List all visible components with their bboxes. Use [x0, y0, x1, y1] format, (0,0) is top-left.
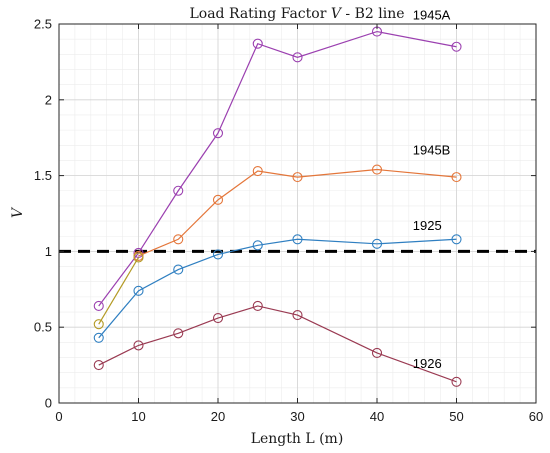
x-tick-label: 10 — [131, 409, 145, 424]
data-point — [93, 360, 104, 371]
data-point — [133, 285, 144, 296]
data-point — [173, 185, 184, 196]
y-tick-label: 2.5 — [34, 17, 52, 32]
x-tick-label: 20 — [211, 409, 225, 424]
data-point — [93, 319, 104, 330]
series-1925: 1925 — [93, 218, 462, 343]
x-tick-label: 50 — [449, 409, 463, 424]
data-point — [212, 313, 224, 324]
data-point — [451, 376, 462, 387]
series-line — [98, 257, 140, 325]
y-tick-label: 1 — [45, 244, 52, 259]
major-grid — [58, 23, 537, 404]
data-point — [451, 234, 462, 245]
x-tick-label: 30 — [290, 409, 304, 424]
data-point — [451, 41, 462, 52]
data-point — [292, 172, 303, 183]
series-line — [98, 30, 457, 307]
x-tick-label: 60 — [529, 409, 543, 424]
data-point — [212, 194, 224, 205]
data-point — [292, 310, 303, 321]
series-series-2 — [93, 252, 144, 330]
data-point — [451, 172, 462, 183]
y-tick-label: 0.5 — [34, 320, 52, 335]
data-point — [173, 234, 184, 245]
x-axis-label: Length L (m) — [251, 431, 344, 447]
y-axis: 0 0.5 1 1.5 2 2.5 — [34, 17, 536, 411]
data-point — [292, 52, 303, 63]
series-layer: 1945A 1945B 1925 1926 — [93, 7, 462, 387]
series-line — [138, 168, 457, 257]
data-point — [371, 347, 383, 359]
data-point — [133, 340, 144, 351]
series-line — [98, 305, 457, 383]
series-label: 1945A — [413, 7, 451, 22]
data-point — [292, 234, 303, 245]
series-1945a: 1945A — [93, 7, 462, 312]
x-tick-label: 0 — [55, 409, 62, 424]
chart-title: Load Rating Factor V - B2 line — [189, 6, 404, 22]
data-point — [133, 252, 144, 263]
x-axis: 0 10 20 30 40 50 60 — [55, 24, 543, 424]
data-point — [173, 264, 184, 275]
data-point — [252, 300, 263, 312]
data-point — [252, 166, 263, 177]
data-point — [212, 128, 224, 139]
data-point — [212, 249, 224, 260]
series-label: 1945B — [413, 142, 451, 157]
data-point — [371, 238, 383, 249]
data-point — [252, 38, 263, 49]
series-1945b: 1945B — [133, 142, 462, 261]
y-axis-label: V — [10, 206, 26, 218]
series-line — [98, 238, 457, 339]
series-label: 1926 — [413, 356, 442, 371]
x-tick-label: 40 — [370, 409, 384, 424]
data-point — [173, 328, 184, 339]
data-point — [252, 240, 263, 251]
data-point — [133, 247, 144, 258]
data-point — [371, 164, 383, 175]
data-point — [93, 300, 104, 312]
y-tick-label: 2 — [45, 92, 52, 107]
series-label: 1925 — [413, 218, 442, 233]
y-tick-label: 0 — [45, 396, 52, 411]
data-point — [93, 332, 104, 343]
y-tick-label: 1.5 — [34, 168, 52, 183]
series-1926: 1926 — [93, 300, 462, 387]
